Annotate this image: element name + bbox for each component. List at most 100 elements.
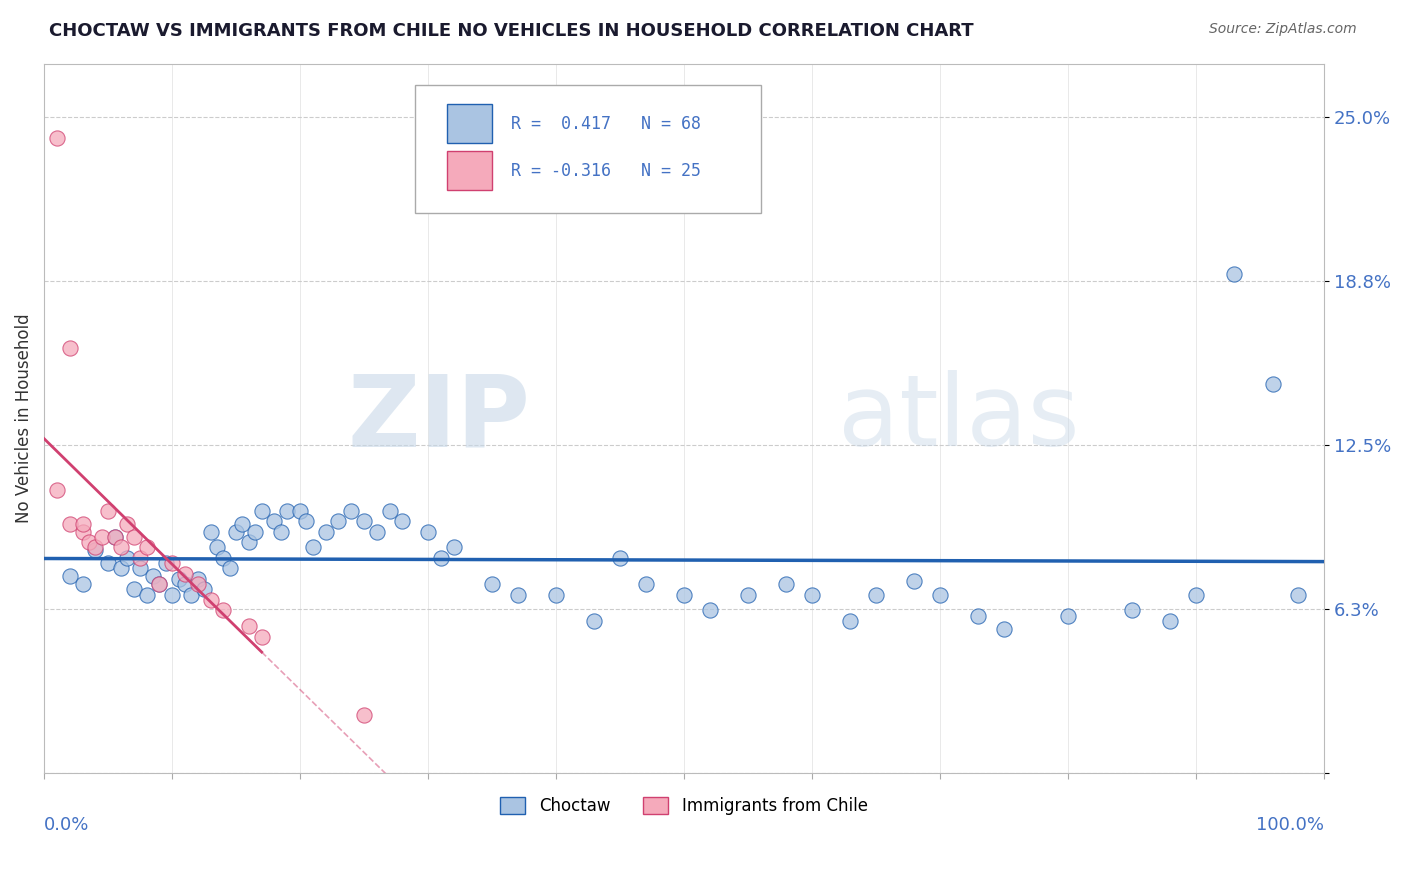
Point (1121, 603, 1143, 617)
Point (506, 588, 529, 602)
FancyBboxPatch shape (447, 152, 492, 190)
Point (174, 566, 197, 581)
Point (59, 569, 82, 583)
Point (673, 588, 696, 602)
Point (122, 582, 145, 597)
Point (366, 524, 388, 539)
Point (72, 524, 94, 539)
Point (546, 588, 568, 602)
Legend: Choctaw, Immigrants from Chile: Choctaw, Immigrants from Chile (494, 790, 875, 822)
Text: Source: ZipAtlas.com: Source: ZipAtlas.com (1209, 22, 1357, 37)
Point (481, 577, 503, 591)
Point (180, 588, 202, 602)
Point (416, 524, 439, 539)
Point (135, 541, 157, 555)
Point (250, 503, 273, 517)
Point (129, 561, 152, 575)
Text: atlas: atlas (838, 370, 1080, 467)
Point (117, 550, 139, 565)
Point (231, 516, 253, 531)
Point (263, 514, 285, 528)
Point (72, 516, 94, 531)
Point (1057, 608, 1080, 623)
Point (1185, 588, 1208, 602)
Point (110, 561, 132, 575)
Point (1159, 614, 1181, 628)
Y-axis label: No Vehicles in Household: No Vehicles in Household (15, 314, 32, 524)
Point (1286, 588, 1309, 602)
Point (378, 503, 401, 517)
Point (84, 543, 107, 558)
Point (353, 708, 375, 723)
Point (110, 541, 132, 555)
Point (160, 588, 183, 602)
Point (903, 574, 925, 589)
Text: R = -0.316   N = 25: R = -0.316 N = 25 (512, 161, 702, 180)
Point (212, 603, 235, 617)
Point (97, 503, 120, 517)
Text: 100.0%: 100.0% (1256, 816, 1324, 834)
Point (245, 524, 267, 539)
Point (218, 561, 240, 575)
Point (583, 614, 606, 628)
Point (77, 535, 100, 549)
Point (200, 524, 222, 539)
Point (288, 503, 311, 517)
Point (839, 614, 862, 628)
Point (187, 577, 209, 591)
Point (967, 608, 990, 623)
Text: CHOCTAW VS IMMIGRANTS FROM CHILE NO VEHICLES IN HOUSEHOLD CORRELATION CHART: CHOCTAW VS IMMIGRANTS FROM CHILE NO VEHI… (49, 22, 974, 40)
Point (225, 524, 247, 539)
Point (328, 514, 350, 528)
Point (160, 556, 183, 570)
Point (699, 603, 721, 617)
Point (295, 514, 318, 528)
Text: R =  0.417   N = 68: R = 0.417 N = 68 (512, 115, 702, 133)
Point (129, 550, 152, 565)
Point (200, 592, 222, 607)
Point (737, 588, 759, 602)
Point (59, 516, 82, 531)
Point (45, 483, 67, 497)
Point (84, 541, 107, 555)
Point (148, 577, 170, 591)
Point (238, 619, 260, 633)
Point (103, 530, 125, 544)
Point (155, 556, 177, 570)
Point (1223, 267, 1246, 281)
Point (775, 577, 797, 591)
Point (135, 588, 157, 602)
Point (993, 622, 1015, 636)
Point (72, 577, 94, 591)
Point (270, 524, 292, 539)
FancyBboxPatch shape (415, 86, 761, 213)
Point (90, 530, 112, 544)
Point (167, 572, 190, 586)
Point (212, 550, 235, 565)
Point (59, 341, 82, 355)
Point (97, 556, 120, 570)
Point (929, 588, 952, 602)
Text: 0.0%: 0.0% (44, 816, 90, 834)
Point (193, 582, 215, 597)
Point (1261, 377, 1284, 392)
Point (187, 572, 209, 586)
Point (142, 569, 165, 583)
Point (148, 577, 170, 591)
Point (45, 130, 67, 145)
Point (609, 550, 631, 565)
Point (122, 530, 145, 544)
Point (276, 503, 298, 517)
Point (391, 514, 413, 528)
FancyBboxPatch shape (447, 104, 492, 144)
Point (443, 541, 465, 555)
Point (634, 577, 657, 591)
Point (315, 524, 337, 539)
Point (302, 541, 325, 555)
Point (801, 588, 824, 602)
Point (117, 516, 139, 531)
Point (353, 514, 375, 528)
Point (430, 550, 453, 565)
Text: ZIP: ZIP (347, 370, 530, 467)
Point (250, 630, 273, 644)
